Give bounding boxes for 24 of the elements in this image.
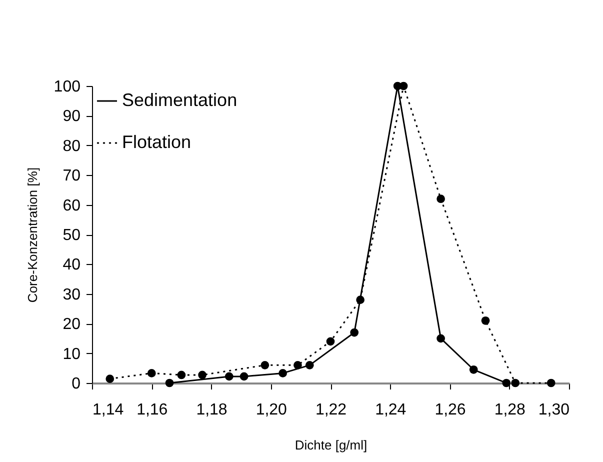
x-tick-label: 1,20 bbox=[256, 402, 288, 418]
y-tick-label: 40 bbox=[62, 256, 81, 274]
x-tick-label: 1,30 bbox=[538, 402, 570, 418]
x-tick-label: 1,26 bbox=[434, 402, 466, 418]
x-tick-label: 1,16 bbox=[136, 402, 168, 418]
y-axis-title: Core-Konzentration [%] bbox=[24, 167, 40, 303]
y-tick-label: 80 bbox=[62, 138, 81, 155]
x-axis-title: Dichte [g/ml] bbox=[294, 438, 368, 452]
y-tick-label: 60 bbox=[62, 197, 81, 214]
y-tick-label: 30 bbox=[62, 286, 81, 304]
y-tick-label: 70 bbox=[62, 168, 81, 185]
y-tick-label: 0 bbox=[72, 376, 81, 392]
legend-label: Flotation bbox=[122, 132, 192, 152]
y-tick-label: 50 bbox=[62, 227, 81, 244]
x-tick-label: 1,28 bbox=[494, 402, 526, 418]
x-tick-label: 1,24 bbox=[375, 402, 406, 418]
y-tick-label: 20 bbox=[62, 316, 81, 334]
y-tick-label: 100 bbox=[54, 78, 81, 96]
y-tick-label: 90 bbox=[62, 108, 81, 126]
x-tick-label: 1,18 bbox=[196, 402, 228, 418]
y-tick-label: 10 bbox=[62, 346, 81, 363]
x-tick-label: 1,22 bbox=[315, 402, 347, 418]
x-tick-label: 1,14 bbox=[92, 402, 124, 418]
legend-label: Sedimentation bbox=[122, 90, 238, 110]
